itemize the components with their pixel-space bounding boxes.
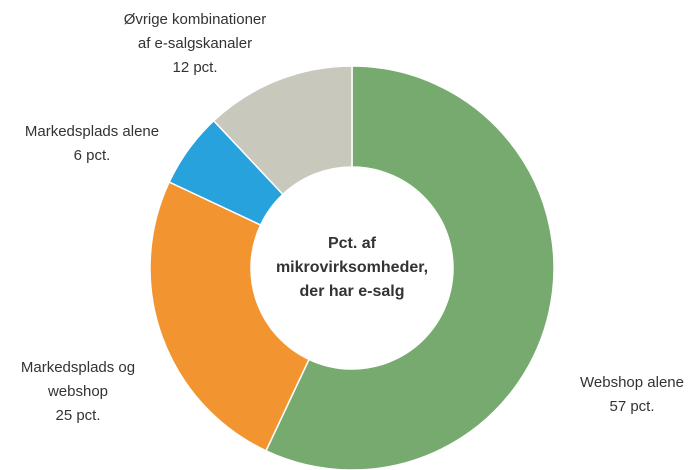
segment-label: Øvrige kombinationer af e-salgskanaler <box>124 11 267 52</box>
value-label: 12 pct. <box>172 59 217 76</box>
donut-segment <box>149 180 310 452</box>
value-label: 6 pct. <box>74 147 111 164</box>
donut-segment <box>212 65 353 196</box>
value-label: 57 pct. <box>609 398 654 415</box>
segment-label: Markedsplads alene <box>25 123 159 140</box>
segment-label: Markedsplads og webshop <box>21 359 135 400</box>
center-label: Pct. af mikrovirksomheder, der har e-salg <box>276 235 428 300</box>
value-label: 25 pct. <box>55 407 100 424</box>
segment-label: Webshop alene <box>580 374 684 391</box>
